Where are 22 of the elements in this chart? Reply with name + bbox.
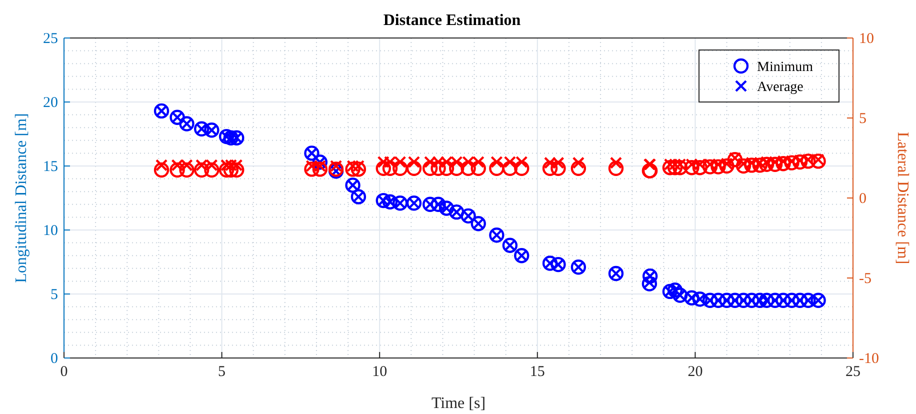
legend-label: Minimum (757, 60, 814, 75)
y-tick-label: 20 (43, 95, 58, 111)
y2-tick-label: 10 (859, 31, 874, 47)
y2-tick-label: 0 (859, 191, 866, 207)
y2-tick-label: -10 (859, 351, 879, 367)
x-axis-title: Time [s] (431, 395, 486, 412)
y-axis-title: Longitudinal Distance [m] (13, 113, 30, 283)
y-tick-label: 25 (43, 31, 58, 47)
x-tick-label: 20 (688, 364, 703, 380)
y-tick-label: 0 (50, 351, 58, 367)
x-tick-label: 5 (218, 364, 226, 380)
legend-label: Average (757, 80, 804, 95)
y-tick-label: 5 (50, 287, 58, 303)
chart-title: Distance Estimation (383, 12, 521, 29)
x-tick-label: 10 (372, 364, 388, 380)
y2-tick-label: -5 (859, 271, 872, 287)
y-tick-label: 10 (43, 223, 58, 239)
y2-tick-label: 5 (859, 111, 866, 127)
x-tick-label: 25 (846, 364, 860, 380)
y2-axis-title: Lateral Distance [m] (894, 132, 911, 264)
y-tick-label: 15 (43, 159, 58, 175)
x-tick-label: 15 (530, 364, 545, 380)
